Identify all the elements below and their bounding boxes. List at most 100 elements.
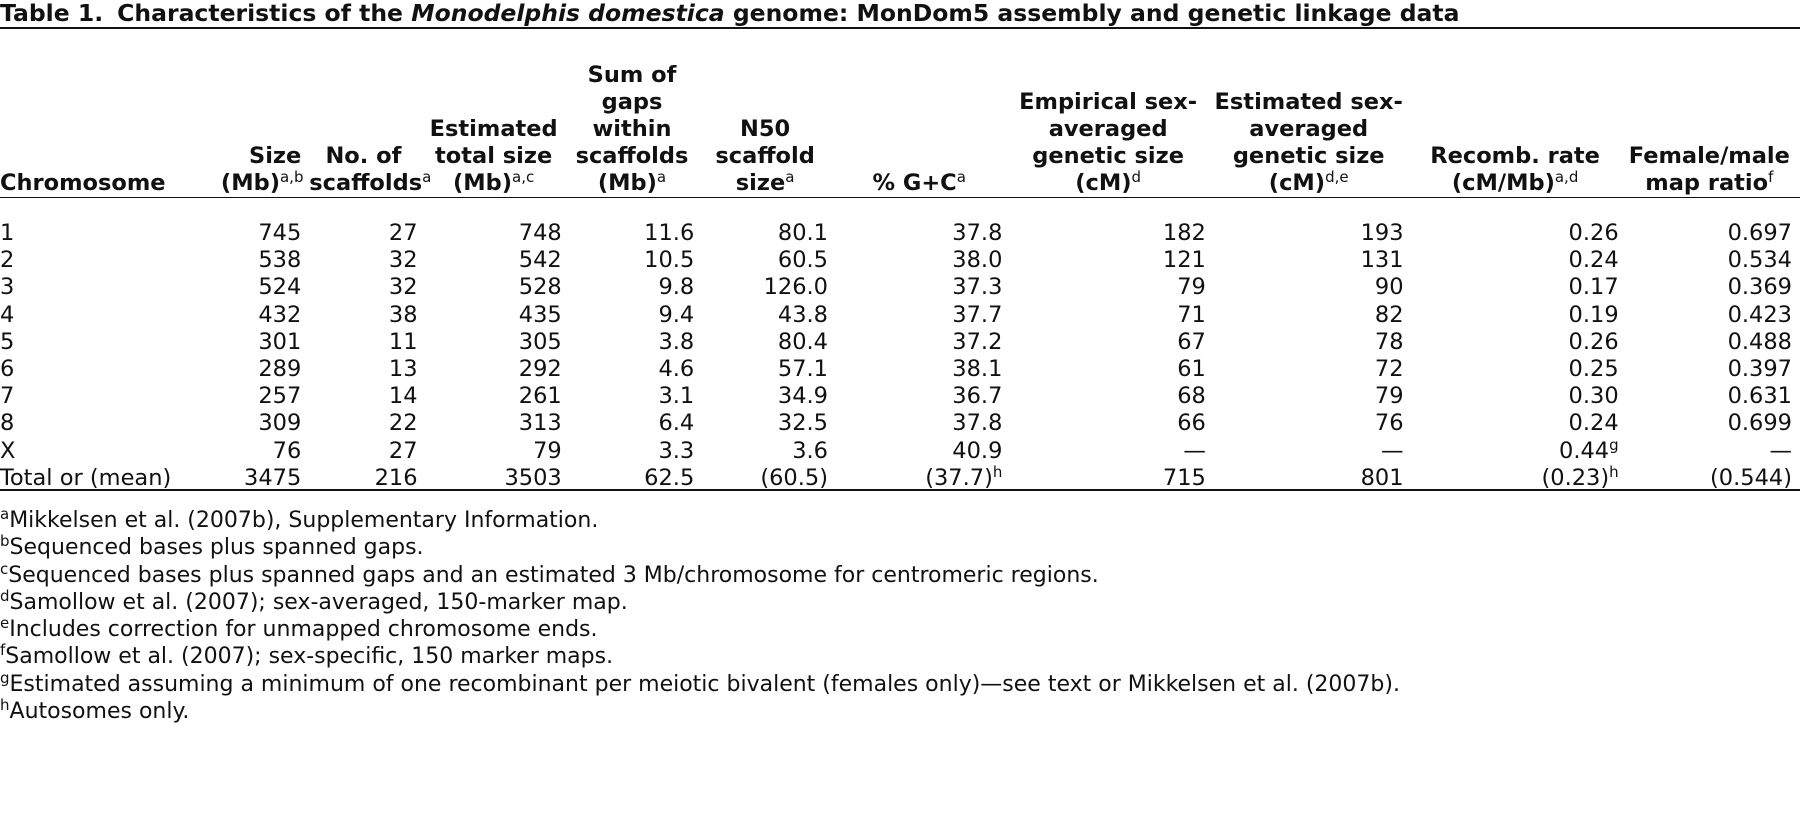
data-cell: 0.44g: [1412, 435, 1627, 465]
row-label-cell: 1: [0, 210, 221, 247]
table-caption: Table 1. Characteristics of the Monodelph…: [0, 0, 1460, 26]
column-header: Estimated total size (Mb)a,c: [426, 29, 570, 210]
cell-value: 37.7: [952, 301, 1003, 328]
cell-value: 6.4: [658, 410, 695, 437]
column-header-text: Recomb. rate (cM/Mb): [1430, 143, 1600, 196]
cell-value: 66: [1177, 410, 1206, 437]
data-cell: 0.17: [1412, 274, 1627, 301]
cell-value: (0.544): [1710, 464, 1792, 491]
cell-value: 432: [258, 301, 302, 328]
column-header: Empirical sex-averaged genetic size (cM)…: [1010, 29, 1213, 210]
footnote-mark: g: [1609, 435, 1619, 454]
data-cell: 0.24: [1412, 410, 1627, 437]
cell-value: 3.8: [658, 328, 695, 355]
data-cell: 182: [1010, 210, 1213, 247]
cell-value: 79: [533, 437, 562, 464]
data-cell: 37.2: [836, 329, 1010, 356]
cell-value: 80.1: [777, 220, 828, 246]
data-cell: 261: [426, 383, 570, 410]
cell-value: 1: [0, 220, 15, 246]
cell-value: (60.5): [760, 464, 828, 491]
cell-value: 2: [0, 247, 15, 274]
footnote-mark: a,c: [512, 168, 535, 186]
cell-value: 79: [1177, 274, 1206, 301]
cell-value: 3.1: [658, 383, 695, 410]
cell-value: 72: [1374, 356, 1404, 383]
data-cell: 61: [1010, 356, 1213, 383]
table-row: 5 301 11 305 3.8 80.4 37.2 67 78 0.26 0.488: [0, 329, 1800, 356]
data-cell: 3.6: [702, 438, 836, 465]
footnote: eIncludes correction for unmapped chromo…: [0, 616, 1400, 643]
column-header: Estimated sex-averaged genetic size (cM)…: [1214, 29, 1412, 210]
footnote-mark: a,b: [279, 168, 304, 186]
footnote-mark: a: [656, 168, 667, 186]
cell-value: 62.5: [644, 464, 695, 491]
data-cell: 66: [1010, 410, 1213, 437]
data-cell: 71: [1010, 302, 1213, 329]
data-cell: 9.4: [570, 302, 703, 329]
cell-value: 76: [1374, 410, 1404, 437]
data-cell: 78: [1214, 329, 1412, 356]
cell-value: 193: [1360, 220, 1404, 246]
data-cell: 79: [1214, 383, 1412, 410]
cell-value: 9.4: [658, 301, 695, 328]
data-cell: 90: [1214, 274, 1412, 301]
data-cell: 745: [221, 210, 309, 247]
cell-value: 82: [1374, 301, 1404, 328]
data-cell: 126.0: [702, 274, 836, 301]
footnote-mark: a: [785, 168, 795, 186]
footnote-mark: d,e: [1325, 168, 1349, 186]
cell-value: 748: [518, 220, 562, 246]
cell-value: (0.23): [1541, 464, 1610, 491]
cell-value: 0.24: [1568, 247, 1619, 274]
cell-value: 34.9: [777, 383, 828, 410]
cell-value: 0.697: [1727, 220, 1792, 246]
cell-value: 10.5: [644, 247, 695, 274]
data-cell: 216: [309, 465, 425, 492]
data-cell: 0.488: [1627, 329, 1800, 356]
data-cell: 57.1: [702, 356, 836, 383]
column-header: N50 scaffold sizea: [702, 29, 836, 210]
caption-text-post: genome: MonDom5 assembly and genetic lin…: [724, 0, 1460, 27]
footnote-mark: a,d: [1554, 168, 1579, 186]
data-cell: 79: [426, 438, 570, 465]
cell-value: 32.5: [777, 410, 828, 437]
cell-value: 11: [388, 328, 418, 355]
data-cell: 3503: [426, 465, 570, 492]
data-cell: 32: [309, 247, 425, 274]
cell-value: 0.369: [1727, 274, 1792, 301]
data-cell: 37.8: [836, 410, 1010, 437]
footnote-mark: h: [1609, 462, 1619, 481]
cell-value: 0.699: [1727, 410, 1792, 437]
cell-value: 301: [258, 328, 302, 355]
cell-value: 801: [1360, 464, 1404, 491]
data-cell: 80.1: [702, 210, 836, 247]
column-header: Recomb. rate (cM/Mb)a,d: [1412, 29, 1627, 210]
data-cell: 0.423: [1627, 302, 1800, 329]
cell-value: 0.44: [1559, 437, 1610, 464]
footnote-mark: f: [0, 641, 6, 660]
data-cell: 292: [426, 356, 570, 383]
data-cell: 82: [1214, 302, 1412, 329]
data-cell: 0.697: [1627, 210, 1800, 247]
data-cell: 10.5: [570, 247, 703, 274]
data-cell: 538: [221, 247, 309, 274]
data-cell: 43.8: [702, 302, 836, 329]
data-cell: 68: [1010, 383, 1213, 410]
data-cell: (60.5): [702, 465, 836, 492]
row-label-cell: 3: [0, 274, 221, 301]
data-cell: 14: [309, 383, 425, 410]
cell-value: 121: [1162, 247, 1206, 274]
cell-value: 0.25: [1568, 356, 1619, 383]
footnote-mark: a: [422, 168, 432, 186]
footnote-mark: h: [0, 696, 10, 715]
column-header: No. of scaffoldsa: [309, 29, 431, 210]
data-cell: 72: [1214, 356, 1412, 383]
cell-value: 0.397: [1727, 356, 1792, 383]
caption-species: Monodelphis domestica: [411, 0, 725, 27]
data-cell: 121: [1010, 247, 1213, 274]
data-cell: (0.544): [1627, 465, 1800, 492]
column-header-text: Chromosome: [0, 170, 166, 196]
footnote-text: Autosomes only.: [9, 699, 190, 725]
data-cell: 289: [221, 356, 309, 383]
